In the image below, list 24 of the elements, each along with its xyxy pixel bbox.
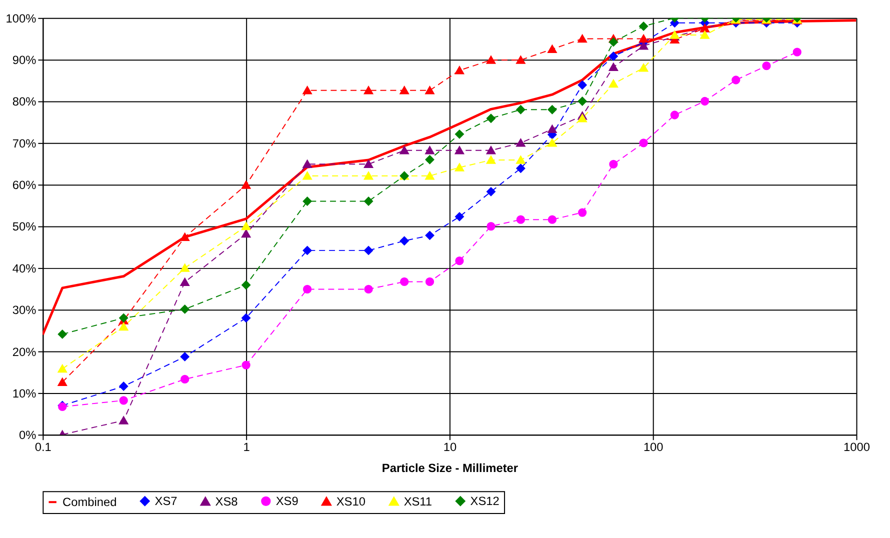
- y-tick-label: 10%: [12, 386, 37, 400]
- y-tick-label: 0%: [19, 428, 37, 442]
- legend-label: XS8: [215, 494, 238, 508]
- y-tick-label: 80%: [12, 94, 37, 109]
- y-tick-label: 30%: [12, 303, 37, 318]
- y-tick-label: 90%: [12, 53, 37, 68]
- y-tick-label: 70%: [12, 136, 37, 150]
- x-tick-label: 0.1: [34, 440, 52, 454]
- y-tick-label: 100%: [6, 11, 37, 26]
- x-tick-label: 10: [443, 440, 457, 454]
- y-tick-label: 20%: [12, 344, 37, 359]
- x-tick-label: 100: [643, 440, 664, 454]
- legend-label: XS12: [470, 494, 500, 508]
- legend-label: XS9: [276, 494, 299, 508]
- y-tick-label: 50%: [12, 220, 37, 234]
- legend-label: XS11: [404, 494, 432, 508]
- x-axis-title: Particle Size - Millimeter: [382, 460, 518, 475]
- legend-label: XS7: [154, 494, 178, 508]
- x-tick-label: 1: [243, 440, 250, 454]
- x-tick-label: 1000: [844, 440, 870, 454]
- legend-label: XS10: [336, 494, 366, 508]
- y-tick-label: 40%: [12, 261, 37, 276]
- y-tick-label: 60%: [12, 178, 37, 192]
- legend-label: Combined: [62, 495, 117, 510]
